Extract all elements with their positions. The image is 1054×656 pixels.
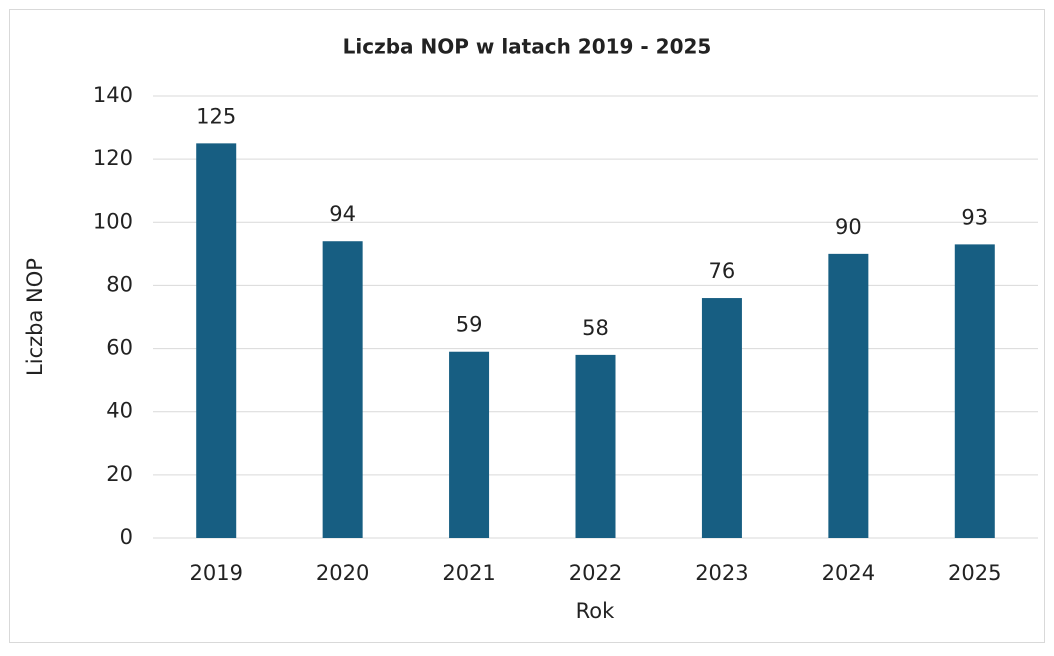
x-tick-label: 2022 [569,561,622,585]
y-tick-label: 100 [93,209,133,233]
bar [954,244,995,538]
bar [449,351,490,538]
y-tick-label: 140 [93,83,133,107]
y-tick-label: 0 [120,525,133,549]
y-tick-label: 120 [93,146,133,170]
x-tick-label: 2021 [442,561,495,585]
bar [196,143,237,538]
chart-title: Liczba NOP w latach 2019 - 2025 [343,35,712,59]
data-label: 94 [329,202,356,226]
y-tick-label: 60 [106,336,133,360]
x-axis-label: Rok [576,599,615,623]
bar [828,253,869,538]
y-tick-label: 40 [106,399,133,423]
data-label: 59 [456,313,483,337]
data-label: 76 [709,259,736,283]
x-tick-label: 2024 [822,561,875,585]
chart-border [9,9,1045,643]
data-label: 90 [835,215,862,239]
bar [701,298,742,538]
data-label: 93 [961,205,988,229]
x-tick-label: 2020 [316,561,369,585]
x-tick-label: 2023 [695,561,748,585]
y-tick-label: 20 [106,462,133,486]
bar [575,354,616,538]
bar [322,241,363,538]
y-tick-label: 80 [106,272,133,296]
data-label: 125 [196,104,236,128]
y-axis-label: Liczba NOP [23,258,47,376]
x-tick-label: 2025 [948,561,1001,585]
data-label: 58 [582,316,609,340]
x-tick-label: 2019 [189,561,242,585]
